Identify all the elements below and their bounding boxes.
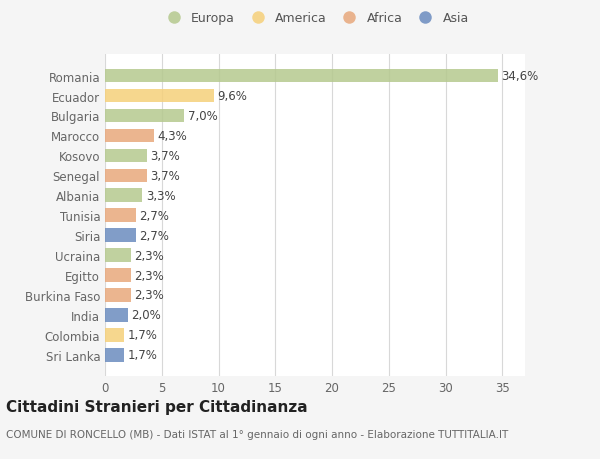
Bar xyxy=(105,249,131,262)
Text: 9,6%: 9,6% xyxy=(217,90,247,103)
Bar xyxy=(105,269,131,282)
Text: 2,3%: 2,3% xyxy=(134,289,164,302)
Text: COMUNE DI RONCELLO (MB) - Dati ISTAT al 1° gennaio di ogni anno - Elaborazione T: COMUNE DI RONCELLO (MB) - Dati ISTAT al … xyxy=(6,429,508,439)
Text: 34,6%: 34,6% xyxy=(501,70,538,83)
Text: 1,7%: 1,7% xyxy=(128,348,158,362)
Bar xyxy=(105,169,147,183)
Text: 4,3%: 4,3% xyxy=(157,129,187,143)
Text: 3,7%: 3,7% xyxy=(151,150,180,162)
Text: 2,7%: 2,7% xyxy=(139,229,169,242)
Bar xyxy=(105,289,131,302)
Text: 7,0%: 7,0% xyxy=(188,110,218,123)
Bar xyxy=(105,348,124,362)
Bar xyxy=(105,328,124,342)
Bar xyxy=(105,129,154,143)
Text: 1,7%: 1,7% xyxy=(128,329,158,341)
Text: 2,3%: 2,3% xyxy=(134,269,164,282)
Text: Cittadini Stranieri per Cittadinanza: Cittadini Stranieri per Cittadinanza xyxy=(6,399,308,414)
Bar xyxy=(105,110,184,123)
Text: 3,7%: 3,7% xyxy=(151,169,180,182)
Text: 2,3%: 2,3% xyxy=(134,249,164,262)
Bar xyxy=(105,308,128,322)
Bar xyxy=(105,70,498,83)
Legend: Europa, America, Africa, Asia: Europa, America, Africa, Asia xyxy=(158,10,472,28)
Bar xyxy=(105,149,147,163)
Text: 2,7%: 2,7% xyxy=(139,209,169,222)
Text: 3,3%: 3,3% xyxy=(146,190,175,202)
Bar xyxy=(105,90,214,103)
Bar xyxy=(105,209,136,223)
Bar xyxy=(105,229,136,242)
Bar xyxy=(105,189,142,202)
Text: 2,0%: 2,0% xyxy=(131,309,161,322)
